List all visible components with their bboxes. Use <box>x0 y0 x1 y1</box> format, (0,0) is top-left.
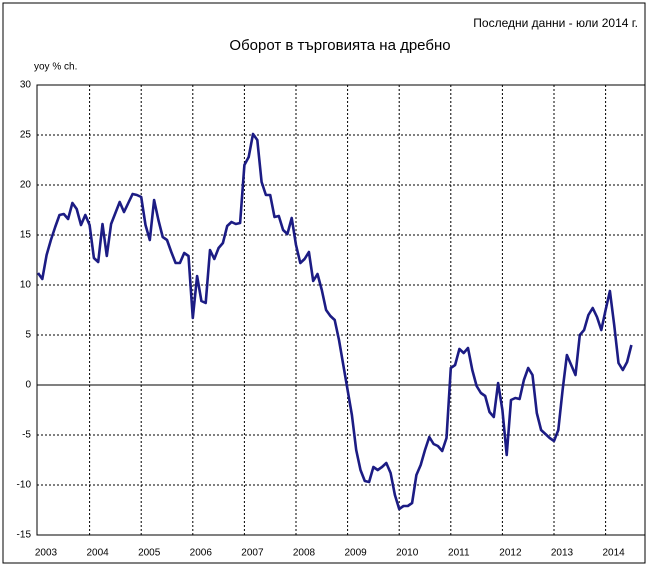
y-tick-label: 30 <box>20 80 32 91</box>
y-tick-label: 20 <box>20 180 32 191</box>
x-tick-label: 2007 <box>241 548 264 559</box>
y-tick-label: 5 <box>25 330 31 341</box>
x-tick-label: 2008 <box>293 548 316 559</box>
x-tick-label: 2003 <box>35 548 58 559</box>
x-tick-label: 2004 <box>86 548 109 559</box>
y-tick-label: -5 <box>22 430 31 441</box>
y-tick-label: 25 <box>20 130 32 141</box>
line-series <box>36 132 633 511</box>
y-axis-label: yoy % ch. <box>34 62 77 73</box>
chart-title: Оборот в търговията на дребно <box>229 37 450 54</box>
x-tick-label: 2010 <box>396 548 419 559</box>
y-tick-label: 15 <box>20 230 32 241</box>
plot-area <box>36 84 646 536</box>
x-tick-label: 2005 <box>138 548 161 559</box>
x-tick-label: 2011 <box>448 548 470 559</box>
y-tick-label: -15 <box>17 530 32 541</box>
x-tick-label: 2006 <box>190 548 213 559</box>
x-tick-label: 2013 <box>551 548 574 559</box>
y-tick-label: -10 <box>17 480 32 491</box>
x-tick-label: 2014 <box>602 548 625 559</box>
x-tick-label: 2009 <box>344 548 367 559</box>
x-tick-label: 2012 <box>499 548 522 559</box>
annotation: Последни данни - юли 2014 г. <box>473 16 638 30</box>
y-tick-label: 10 <box>20 280 32 291</box>
y-tick-label: 0 <box>25 380 31 391</box>
